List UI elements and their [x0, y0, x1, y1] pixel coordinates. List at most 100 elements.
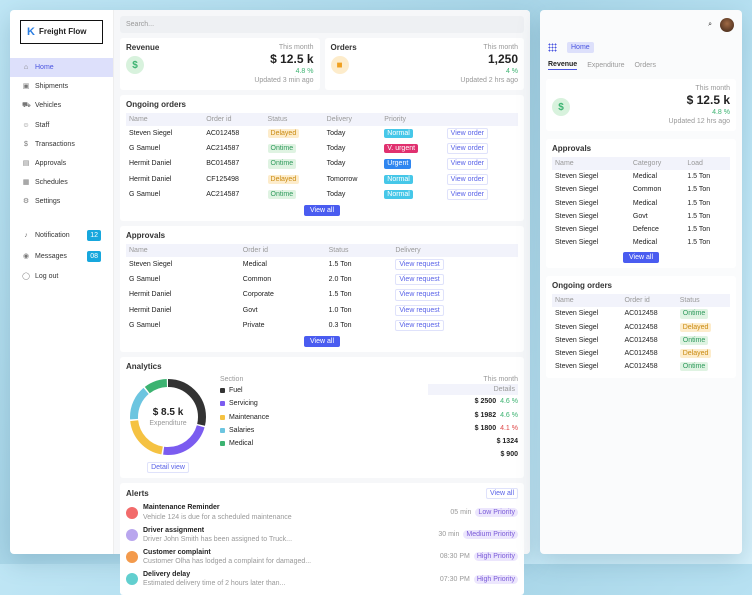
legend-label: Fuel	[229, 387, 243, 395]
search-icon[interactable]: ⌕	[708, 21, 712, 29]
sidebar-item-transactions[interactable]: $ Transactions	[10, 135, 113, 154]
view-order-link[interactable]: View order	[446, 158, 489, 170]
cell: Today	[326, 190, 346, 198]
legend-swatch	[220, 440, 225, 446]
card-title: Orders	[330, 43, 357, 53]
view-all-button[interactable]: View all	[304, 204, 340, 216]
alert-text: Delivery delay Estimated delivery time of…	[143, 570, 435, 588]
view-all-button[interactable]: View all	[304, 335, 340, 347]
view-order-link[interactable]: View order	[446, 143, 489, 155]
detail-view-link[interactable]: Detail view	[147, 462, 189, 474]
view-request-link[interactable]: View request	[395, 319, 444, 331]
search-input[interactable]: Search...	[120, 16, 524, 34]
table-row[interactable]: G Samuel Private 0.3 Ton View request	[126, 318, 518, 333]
alert-time: 08:30 PM	[439, 553, 470, 561]
alert-desc: Vehicle 124 is due for a scheduled maint…	[143, 513, 292, 521]
table-row[interactable]: Steven Siegel Defence 1.5 Ton	[552, 223, 730, 236]
table-row[interactable]: Steven Siegel Medical 1.5 Ton	[552, 236, 730, 249]
home-badge[interactable]: Home	[567, 42, 594, 54]
cell: Tomorrow	[326, 175, 358, 183]
sidebar-item-shipments[interactable]: ▣ Shipments	[10, 77, 113, 96]
avatar[interactable]	[720, 18, 734, 32]
view-all-button[interactable]: View all	[623, 251, 659, 263]
cell: Steven Siegel	[555, 310, 599, 318]
alert-time: 05 min	[450, 508, 472, 516]
view-all-link[interactable]: View all	[486, 488, 518, 500]
table-row[interactable]: Steven Siegel Medical 1.5 Ton	[552, 197, 730, 210]
menu-grid-icon[interactable]	[548, 43, 557, 53]
revenue-change: 4.8 %	[712, 108, 730, 116]
table-row[interactable]: Steven Siegel AC012458 Ontime	[552, 334, 730, 347]
period-select[interactable]: This month	[483, 376, 518, 384]
cell: Govt	[632, 212, 648, 220]
amount: $ 1982	[474, 411, 497, 419]
sidebar: K Freight Flow ⌂ Home ▣ Shipments ⛟ Vehicles ☺ S…	[10, 10, 114, 554]
alert-item[interactable]: Maintenance Reminder Vehicle 124 is due f…	[126, 501, 518, 523]
period-select[interactable]: This month	[695, 85, 730, 93]
sidebar-item-schedules[interactable]: ▦ Schedules	[10, 173, 113, 192]
period-select[interactable]: This month	[278, 44, 314, 52]
updated-text: Updated 3 min ago	[254, 76, 314, 84]
sidebar-item-approvals[interactable]: ▤ Approvals	[10, 154, 113, 173]
alert-item[interactable]: Delivery delay Estimated delivery time of…	[126, 568, 518, 590]
tab-expenditure[interactable]: Expenditure	[587, 61, 625, 69]
sidebar-item-home[interactable]: ⌂ Home	[10, 58, 113, 78]
donut-segment-fuel[interactable]	[130, 379, 206, 456]
view-request-link[interactable]: View request	[395, 289, 444, 301]
sidebar-item-settings[interactable]: ⚙ Settings	[10, 192, 113, 211]
table-row[interactable]: Hermit Daniel CF125498 Delayed Tomorrow Norm…	[126, 172, 518, 187]
alert-meta: 08:30 PM High Priority	[439, 552, 518, 562]
table-row[interactable]: Hermit Daniel BC014587 Ontime Today Urgent Vi…	[126, 156, 518, 171]
cell: Govt	[242, 306, 258, 314]
cell: Hermit Daniel	[129, 160, 172, 168]
period-select[interactable]: This month	[483, 44, 518, 52]
sidebar-item-notification[interactable]: ♪ Notification 12	[10, 225, 113, 246]
tab-orders[interactable]: Orders	[634, 61, 656, 69]
view-request-link[interactable]: View request	[395, 274, 444, 286]
table-row[interactable]: Steven Siegel Medical 1.5 Ton	[552, 170, 730, 183]
legend-swatch	[220, 401, 225, 407]
sidebar-item-label: Schedules	[35, 178, 68, 186]
orders-value: 1,250	[487, 52, 518, 67]
cell: 1.5 Ton	[687, 238, 711, 246]
donut-center-label: Expenditure	[149, 420, 187, 428]
donut-segment-servicing[interactable]	[130, 379, 206, 456]
table-row[interactable]: Hermit Daniel Corporate 1.5 Ton View reques…	[126, 287, 518, 302]
table-row[interactable]: G Samuel Common 2.0 Ton View request	[126, 272, 518, 287]
bell-icon: ♪	[24, 232, 28, 240]
cell: AC214587	[206, 145, 240, 153]
sidebar-item-vehicles[interactable]: ⛟ Vehicles	[10, 96, 113, 115]
cell: Steven Siegel	[555, 362, 599, 370]
approvals-card: Approvals Name Order id Status Delivery Stev…	[120, 225, 524, 352]
table-row[interactable]: Steven Siegel AC012458 Delayed Today Normal V…	[126, 126, 518, 141]
view-order-link[interactable]: View order	[446, 188, 489, 200]
table-row[interactable]: Steven Siegel AC012458 Delayed	[552, 321, 730, 334]
cell: Steven Siegel	[555, 323, 599, 331]
alert-item[interactable]: Driver assignment Driver John Smith has b…	[126, 524, 518, 546]
brand-name: Freight Flow	[38, 26, 87, 36]
view-request-link[interactable]: View request	[395, 259, 444, 271]
table-row[interactable]: Steven Siegel Medical 1.5 Ton View request	[126, 257, 518, 272]
sidebar-item-messages[interactable]: ◉ Messages 08	[10, 246, 113, 267]
table-row[interactable]: Steven Siegel Govt 1.5 Ton	[552, 210, 730, 223]
table-row[interactable]: G Samuel AC214587 Ontime Today V. urgent View…	[126, 141, 518, 156]
donut-segment-salaries[interactable]	[130, 379, 206, 456]
sidebar-item-staff[interactable]: ☺ Staff	[10, 116, 113, 135]
alert-icon	[126, 506, 138, 519]
sidebar-item-log-out[interactable]: ◯ Log out	[10, 267, 113, 286]
table-row[interactable]: Steven Siegel AC012458 Ontime	[552, 360, 730, 373]
table-row[interactable]: Steven Siegel AC012458 Delayed	[552, 347, 730, 360]
cell: Steven Siegel	[555, 186, 599, 194]
view-order-link[interactable]: View order	[446, 128, 489, 140]
user-icon: ☺	[22, 121, 30, 129]
table-row[interactable]: G Samuel AC214587 Ontime Today Normal View or…	[126, 187, 518, 202]
legend-item: Salaries	[220, 424, 418, 437]
table-row[interactable]: Steven Siegel Common 1.5 Ton	[552, 183, 730, 196]
table-row[interactable]: Hermit Daniel Govt 1.0 Ton View request	[126, 303, 518, 318]
view-request-link[interactable]: View request	[395, 304, 444, 316]
updated-text: Updated 12 hrs ago	[668, 117, 731, 125]
view-order-link[interactable]: View order	[446, 173, 489, 185]
tab-revenue[interactable]: Revenue	[548, 60, 578, 71]
alert-item[interactable]: Customer complaint Customer Olha has lodg…	[126, 546, 518, 568]
table-row[interactable]: Steven Siegel AC012458 Ontime	[552, 307, 730, 320]
